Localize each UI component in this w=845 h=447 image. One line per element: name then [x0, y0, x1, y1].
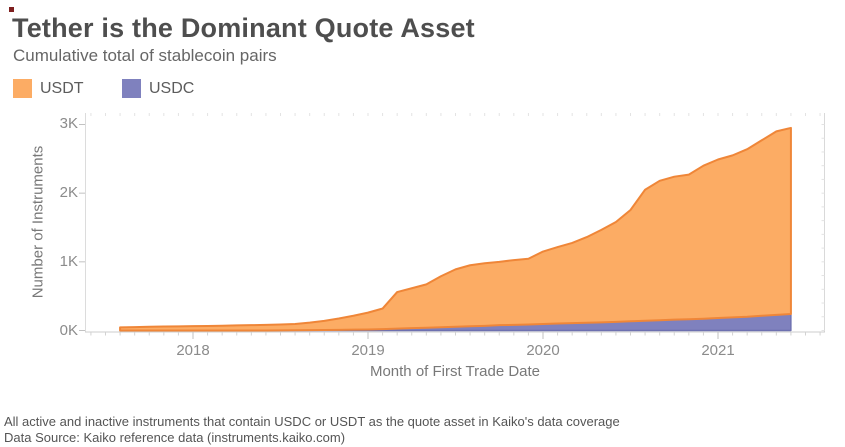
y-tick-label: 3K [59, 115, 78, 133]
x-tick-label: 2018 [176, 342, 210, 359]
x-tick-label: 2021 [701, 342, 735, 359]
corner-dot [9, 7, 14, 12]
y-tick-label: 0K [59, 321, 78, 339]
usdt-swatch-icon [13, 79, 32, 98]
x-tick-label: 2019 [351, 342, 385, 359]
legend-label-usdt: USDT [40, 79, 84, 97]
chart-subtitle: Cumulative total of stablecoin pairs [13, 46, 277, 65]
legend-item-usdt[interactable]: USDT [13, 79, 84, 98]
y-tick-label: 1K [59, 252, 78, 270]
x-tick-label: 2020 [526, 342, 560, 359]
legend-item-usdc[interactable]: USDC [122, 79, 194, 98]
x-axis-title: Month of First Trade Date [369, 363, 541, 380]
usdt-area[interactable] [119, 126, 792, 332]
footer-data-source: Data Source: Kaiko reference data (instr… [4, 430, 346, 445]
legend-label-usdc: USDC [149, 79, 195, 97]
stacked-area-chart[interactable] [0, 0, 845, 400]
y-tick-label: 2K [59, 184, 78, 202]
footer-caption: All active and inactive instruments that… [4, 414, 620, 429]
usdc-swatch-icon [122, 79, 141, 98]
chart-title: Tether is the Dominant Quote Asset [12, 13, 475, 43]
y-axis-title: Number of Instruments [29, 145, 47, 299]
